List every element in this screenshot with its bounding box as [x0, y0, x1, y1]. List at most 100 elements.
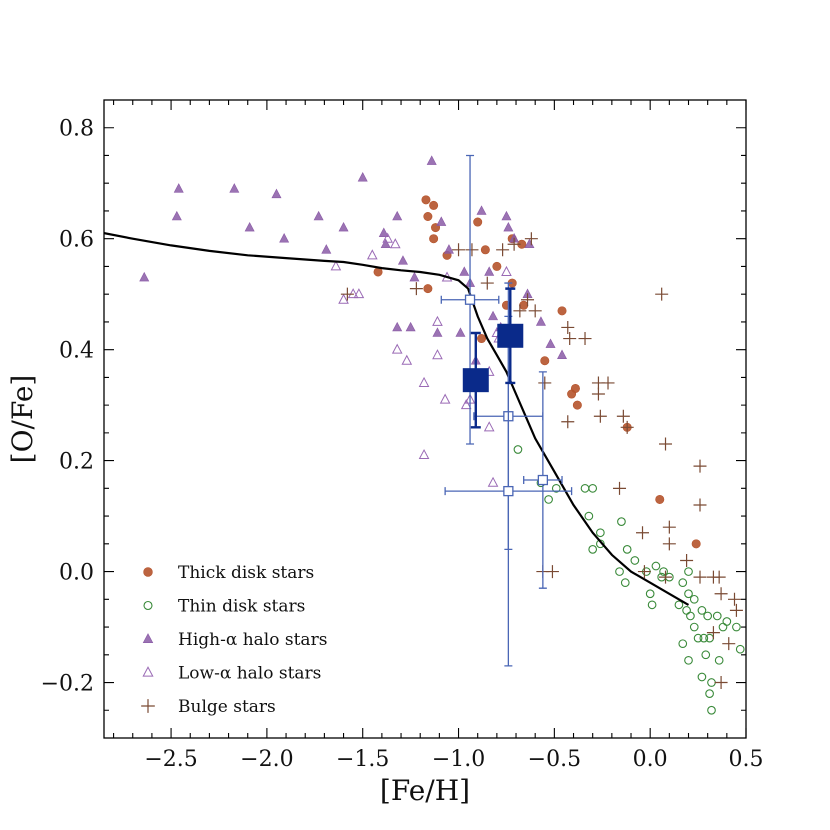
- legend-marker: [141, 699, 155, 713]
- observation-marker: [464, 294, 476, 305]
- data-point: [452, 243, 466, 257]
- data-point: [436, 216, 447, 226]
- data-point: [521, 293, 535, 307]
- data-point: [588, 483, 598, 493]
- data-point: [439, 393, 451, 404]
- data-point: [651, 561, 661, 571]
- plot-frame: [103, 99, 747, 739]
- data-point: [465, 243, 479, 257]
- legend-label: High-α halo stars: [178, 630, 327, 650]
- observation-large: [497, 287, 524, 385]
- data-point: [540, 356, 550, 366]
- data-point: [557, 349, 568, 360]
- data-point: [659, 570, 673, 584]
- data-point: [689, 622, 699, 632]
- data-point: [697, 672, 707, 682]
- data-point: [551, 483, 561, 493]
- legend-label: Low-α halo stars: [178, 664, 321, 684]
- data-point: [432, 315, 443, 326]
- data-point: [689, 594, 699, 604]
- y-tick-label: 0.4: [59, 339, 94, 364]
- data-point: [171, 210, 182, 221]
- data-point: [678, 578, 688, 588]
- data-point: [330, 260, 342, 271]
- data-point: [684, 655, 693, 665]
- observation-marker: [537, 474, 549, 486]
- data-point: [735, 644, 745, 654]
- data-point: [409, 282, 423, 296]
- data-point: [697, 606, 707, 615]
- data-point: [622, 545, 632, 554]
- data-point: [487, 476, 499, 487]
- axis-ticks: [104, 99, 747, 739]
- data-point: [691, 539, 701, 549]
- data-point: [712, 611, 722, 621]
- data-point: [389, 238, 401, 249]
- x-tick-label: 0.5: [729, 747, 764, 772]
- legend-item: Bulge stars: [141, 697, 276, 717]
- y-tick-label: −0.2: [41, 672, 94, 697]
- tick-labels: −2.5 −2.0 −1.5 −1.0 −0.5 0.0 0.5 −0.2 0.0 0.2 0.4 0…: [41, 117, 764, 772]
- data-point: [703, 611, 713, 621]
- data-point: [476, 205, 487, 215]
- data-point: [380, 238, 391, 249]
- data-point: [496, 243, 510, 257]
- data-point: [659, 437, 673, 451]
- data-point: [538, 376, 552, 390]
- data-point: [563, 332, 577, 346]
- data-point: [728, 592, 742, 606]
- x-tick-label: −2.0: [240, 747, 293, 772]
- data-point: [636, 526, 650, 540]
- data-point: [616, 409, 630, 423]
- data-point: [492, 261, 502, 271]
- data-point: [357, 172, 368, 182]
- data-point: [613, 481, 627, 495]
- data-point: [662, 520, 676, 534]
- data-point: [693, 498, 707, 512]
- data-point: [480, 245, 490, 255]
- legend-item: Low-α halo stars: [142, 664, 321, 684]
- x-tick-label: −0.5: [528, 747, 581, 772]
- data-point: [382, 232, 393, 243]
- data-point: [401, 354, 413, 365]
- y-tick-label: 0.6: [59, 228, 94, 253]
- legend-label: Bulge stars: [178, 697, 276, 717]
- data-point: [684, 567, 693, 576]
- data-point: [392, 210, 403, 221]
- data-point: [545, 565, 559, 579]
- observation-marker: [462, 368, 489, 393]
- data-point: [659, 567, 668, 576]
- data-point: [544, 495, 553, 504]
- data-point: [601, 376, 615, 390]
- data-point: [483, 421, 495, 432]
- data-point: [732, 622, 741, 632]
- data-point: [596, 528, 605, 538]
- data-point: [645, 589, 655, 599]
- data-point: [392, 321, 403, 332]
- observation-small: [523, 371, 563, 589]
- y-axis-label: [O/Fe]: [6, 375, 39, 464]
- data-point: [712, 570, 726, 584]
- data-point: [693, 570, 707, 584]
- data-point: [378, 227, 389, 237]
- data-point: [443, 244, 454, 254]
- data-point: [391, 343, 403, 354]
- legend: Thick disk stars Thin disk stars High-α ha…: [141, 563, 327, 717]
- observation-marker: [497, 323, 524, 348]
- observation-small: [444, 315, 573, 667]
- data-point: [714, 676, 728, 690]
- observation-marker: [503, 485, 514, 497]
- data-point: [139, 271, 150, 282]
- data-point: [578, 332, 592, 346]
- data-point: [706, 626, 720, 640]
- data-point: [630, 556, 640, 565]
- x-tick-label: −1.5: [336, 747, 389, 772]
- y-tick-label: 0.0: [59, 561, 94, 586]
- data-point: [620, 420, 634, 434]
- data-point: [473, 217, 483, 227]
- data-point: [655, 494, 665, 504]
- data-point: [426, 155, 437, 165]
- series-bulge-stars: [340, 232, 743, 690]
- data-point: [347, 288, 359, 299]
- observation-small: [440, 154, 500, 445]
